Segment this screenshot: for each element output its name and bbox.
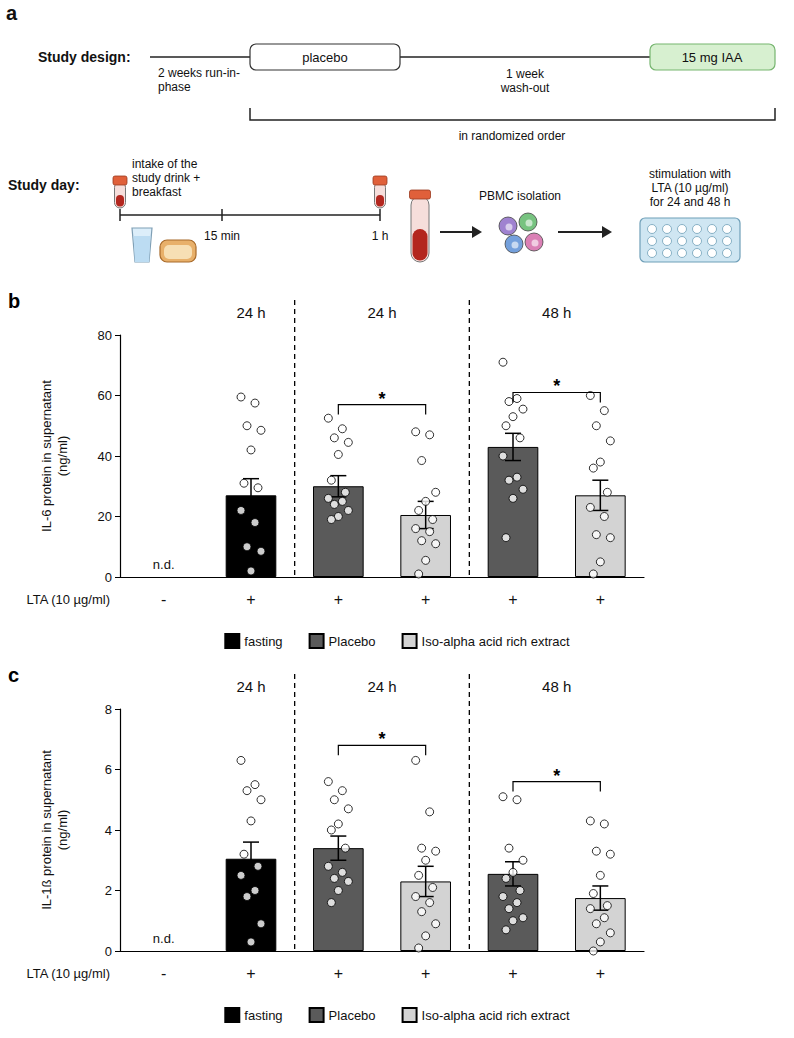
svg-text:40: 40 <box>98 449 112 464</box>
svg-text:Placebo: Placebo <box>329 634 376 649</box>
svg-text:0: 0 <box>105 944 112 959</box>
svg-text:Iso-alpha acid rich extract: Iso-alpha acid rich extract <box>422 1008 571 1023</box>
svg-text:breakfast: breakfast <box>132 185 182 199</box>
svg-text:(ng/ml): (ng/ml) <box>55 810 70 850</box>
svg-text:2: 2 <box>105 883 112 898</box>
svg-text:+: + <box>508 965 517 982</box>
svg-text:IL-1ß protein in supernatant: IL-1ß protein in supernatant <box>39 750 54 910</box>
svg-text:+: + <box>334 591 343 608</box>
svg-text:-: - <box>161 591 166 608</box>
svg-text:*: * <box>553 376 560 396</box>
svg-text:15 min: 15 min <box>204 229 240 243</box>
svg-text:+: + <box>508 591 517 608</box>
svg-text:48 h: 48 h <box>542 678 571 695</box>
svg-text:(ng/ml): (ng/ml) <box>55 436 70 476</box>
svg-text:-: - <box>161 965 166 982</box>
svg-text:*: * <box>378 729 385 749</box>
svg-text:*: * <box>553 766 560 786</box>
svg-text:n.d.: n.d. <box>153 557 175 572</box>
svg-text:+: + <box>421 591 430 608</box>
svg-text:intake of the: intake of the <box>132 157 198 171</box>
svg-text:IL-6 protein in supernatant: IL-6 protein in supernatant <box>39 380 54 532</box>
svg-text:0: 0 <box>105 570 112 585</box>
svg-text:+: + <box>596 965 605 982</box>
svg-text:fasting: fasting <box>244 1008 282 1023</box>
svg-text:stimulation with: stimulation with <box>649 167 731 181</box>
svg-text:study drink +: study drink + <box>132 171 200 185</box>
svg-text:24 h: 24 h <box>236 678 265 695</box>
svg-text:4: 4 <box>105 823 112 838</box>
svg-text:in randomized order: in randomized order <box>459 129 566 143</box>
svg-text:1 h: 1 h <box>372 229 389 243</box>
html-text:b: b <box>8 290 21 312</box>
svg-text:15 mg IAA: 15 mg IAA <box>682 50 743 65</box>
svg-text:a: a <box>6 2 18 24</box>
svg-text:+: + <box>334 965 343 982</box>
svg-text:LTA (10 µg/ml): LTA (10 µg/ml) <box>651 181 728 195</box>
svg-text:2 weeks run-in-: 2 weeks run-in- <box>158 66 240 80</box>
svg-text:fasting: fasting <box>244 634 282 649</box>
svg-text:+: + <box>596 591 605 608</box>
svg-text:placebo: placebo <box>302 50 348 65</box>
svg-text:n.d.: n.d. <box>153 931 175 946</box>
svg-text:24 h: 24 h <box>236 304 265 321</box>
html-text:c: c <box>8 664 20 686</box>
svg-text:*: * <box>378 389 385 409</box>
svg-text:LTA (10 µg/ml): LTA (10 µg/ml) <box>26 966 110 981</box>
svg-text:48 h: 48 h <box>542 304 571 321</box>
svg-text:for 24 and 48 h: for 24 and 48 h <box>650 195 731 209</box>
svg-text:20: 20 <box>98 509 112 524</box>
svg-text:24 h: 24 h <box>367 678 396 695</box>
svg-text:6: 6 <box>105 762 112 777</box>
svg-text:Placebo: Placebo <box>329 1008 376 1023</box>
svg-text:phase: phase <box>158 80 191 94</box>
svg-text:Study day:: Study day: <box>8 177 80 193</box>
svg-text:+: + <box>246 965 255 982</box>
svg-text:8: 8 <box>105 702 112 717</box>
svg-text:wash-out: wash-out <box>500 81 550 95</box>
svg-text:1 week: 1 week <box>506 67 545 81</box>
svg-text:PBMC isolation: PBMC isolation <box>479 189 561 203</box>
svg-text:+: + <box>246 591 255 608</box>
svg-text:80: 80 <box>98 328 112 343</box>
svg-text:+: + <box>421 965 430 982</box>
svg-text:24 h: 24 h <box>367 304 396 321</box>
svg-text:LTA (10 µg/ml): LTA (10 µg/ml) <box>26 592 110 607</box>
svg-text:60: 60 <box>98 388 112 403</box>
svg-text:Iso-alpha acid rich extract: Iso-alpha acid rich extract <box>422 634 571 649</box>
svg-text:Study design:: Study design: <box>38 49 131 65</box>
